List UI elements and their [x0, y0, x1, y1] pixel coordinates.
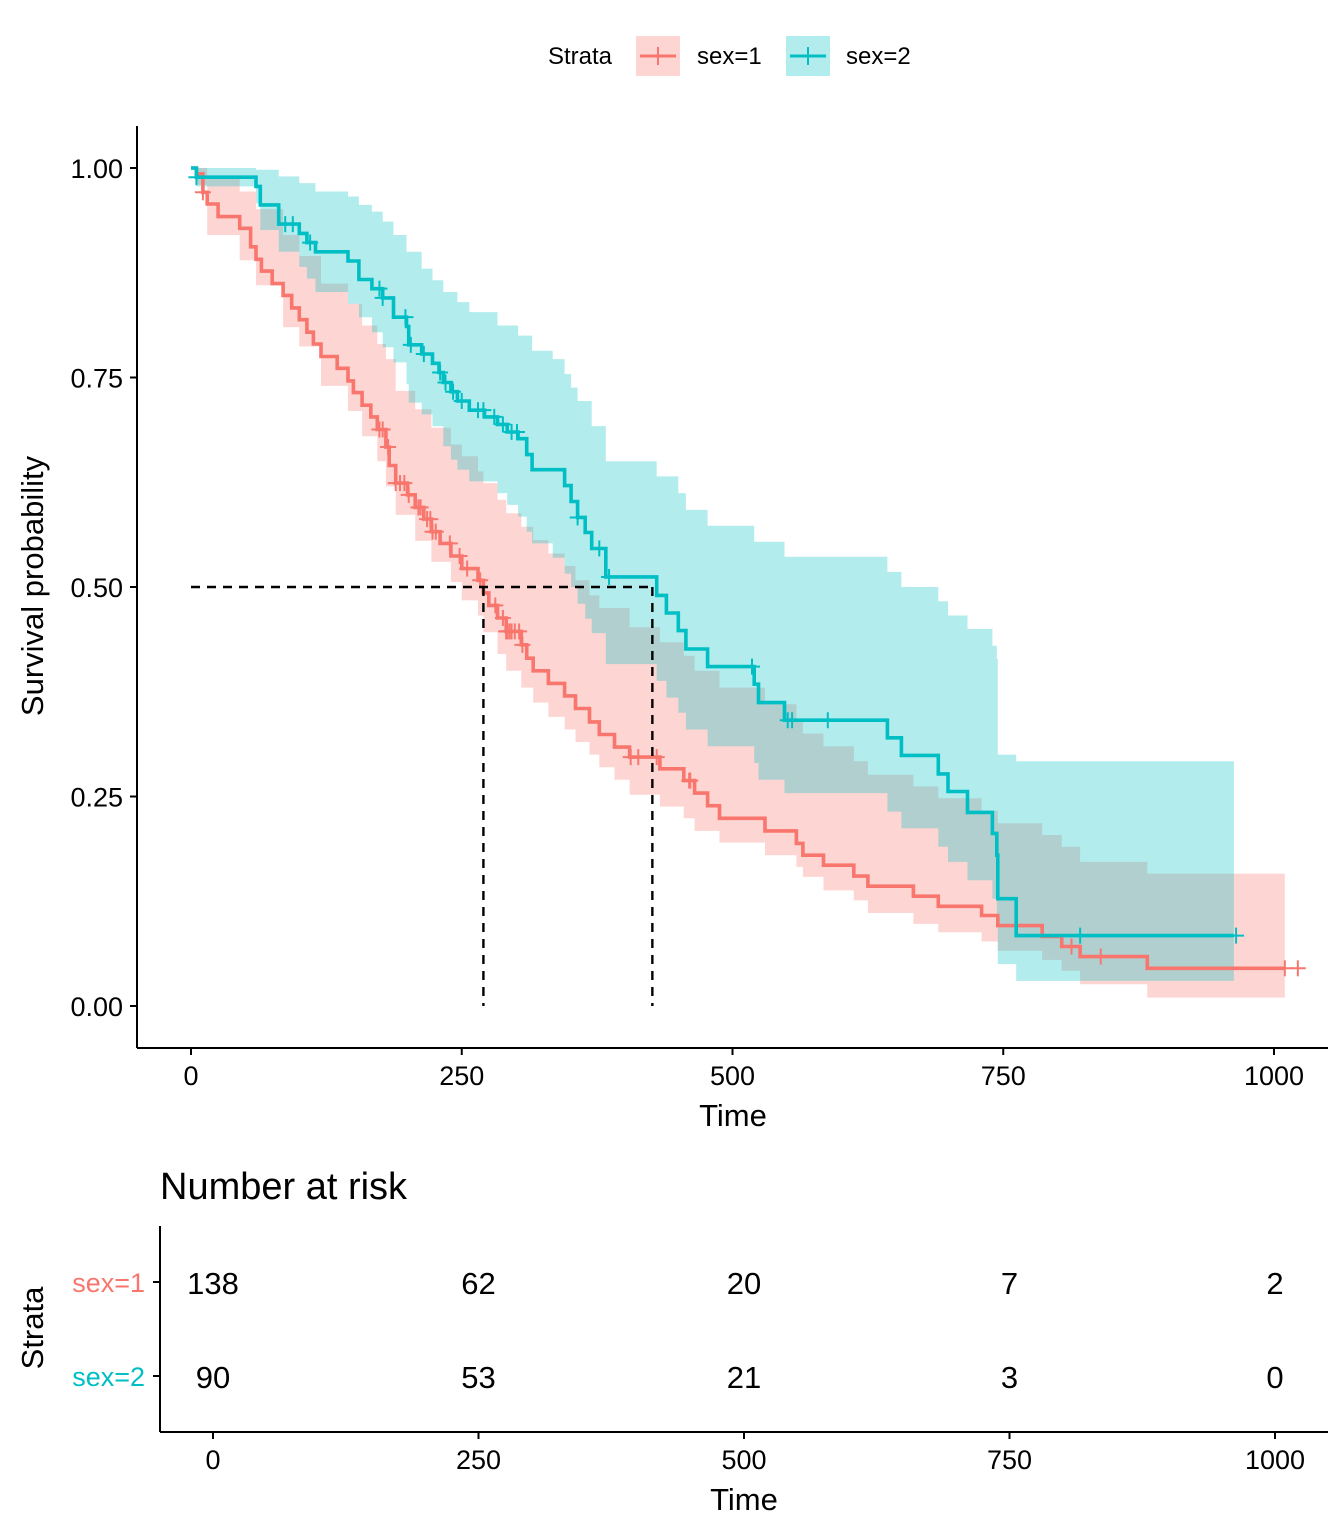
- risk-cell: 138: [187, 1266, 239, 1301]
- risk-table-title: Number at risk: [160, 1166, 408, 1208]
- y-tick-label: 0.25: [70, 783, 123, 813]
- x-tick-label: 1000: [1244, 1061, 1304, 1091]
- censor-mark-sex2: [415, 346, 432, 363]
- censor-mark-sex2: [397, 309, 414, 326]
- risk-cell: 90: [196, 1360, 230, 1395]
- confidence-bands: [191, 168, 1285, 998]
- censor-mark-sex2: [486, 408, 503, 425]
- risk-y-axis-title: Strata: [15, 1286, 50, 1369]
- censor-mark-sex2: [475, 402, 492, 419]
- censor-mark-sex2: [784, 712, 801, 729]
- survival-curve-sex2: [191, 166, 1234, 938]
- risk-rows: sex=1 138 62 20 7 2 sex=2 90 53 21 3 0: [72, 1266, 1283, 1395]
- censor-mark-sex1: [514, 636, 531, 653]
- x-ticks: 0 250 500 750 1000: [183, 1048, 1304, 1091]
- legend-label-sex2: sex=2: [846, 43, 911, 70]
- risk-cell: 3: [1001, 1360, 1018, 1395]
- risk-cell: 21: [727, 1360, 761, 1395]
- y-tick-label: 0.50: [70, 573, 123, 603]
- risk-x-tick-label: 500: [721, 1445, 766, 1475]
- legend-label-sex1: sex=1: [697, 43, 762, 70]
- risk-x-tick-label: 250: [456, 1445, 501, 1475]
- ci-band-sex1: [191, 168, 1285, 998]
- censor-mark-sex1: [400, 486, 417, 503]
- y-ticks: 0.00 0.25 0.50 0.75 1.00: [70, 154, 137, 1022]
- risk-cell: 0: [1266, 1360, 1283, 1395]
- risk-x-axis-title: Time: [710, 1482, 778, 1517]
- censor-mark-sex1: [451, 547, 468, 564]
- risk-x-ticks: 0 250 500 750 1000: [205, 1432, 1305, 1475]
- risk-cell: 2: [1266, 1266, 1283, 1301]
- censor-mark-sex2: [302, 234, 319, 251]
- risk-cell: 53: [461, 1360, 495, 1395]
- censor-mark-sex2: [1072, 927, 1089, 944]
- censor-mark-sex2: [601, 568, 618, 585]
- censor-mark-sex1: [648, 749, 665, 766]
- censor-mark-sex1: [412, 499, 429, 516]
- x-axis-title: Time: [699, 1098, 767, 1133]
- censor-mark-sex1: [682, 772, 699, 789]
- censor-mark-sex1: [374, 421, 391, 438]
- risk-cell: 20: [727, 1266, 761, 1301]
- y-tick-label: 1.00: [70, 154, 123, 184]
- survival-plot: 0.00 0.25 0.50 0.75 1.00 0 250 500 750 1000 Time…: [15, 126, 1328, 1133]
- legend: Strata sex=1 sex=2: [548, 36, 911, 76]
- censor-mark-sex1: [459, 560, 476, 577]
- censor-marks: [188, 169, 1306, 977]
- ci-band-sex2: [191, 168, 1234, 981]
- censor-mark-sex1: [494, 610, 511, 627]
- censor-mark-sex2: [508, 423, 525, 440]
- risk-cell: 7: [1001, 1266, 1018, 1301]
- censor-mark-sex1: [396, 475, 413, 492]
- censor-mark-sex1: [511, 623, 528, 640]
- censor-mark-sex2: [374, 289, 391, 306]
- censor-mark-sex2: [494, 416, 511, 433]
- censor-mark-sex2: [453, 392, 470, 409]
- censor-mark-sex2: [591, 540, 608, 557]
- censor-mark-sex2: [371, 280, 388, 297]
- censor-mark-sex2: [1228, 927, 1245, 944]
- censor-mark-sex2: [445, 383, 462, 400]
- censor-mark-sex1: [630, 749, 647, 766]
- censor-mark-sex1: [441, 535, 458, 552]
- censor-mark-sex1: [472, 572, 489, 589]
- legend-title: Strata: [548, 43, 613, 70]
- y-tick-label: 0.75: [70, 364, 123, 394]
- censor-mark-sex2: [284, 216, 301, 233]
- censor-mark-sex1: [194, 184, 211, 201]
- risk-table: Number at risk sex=1 138 62 20 7 2 sex=2 90 53 21…: [15, 1166, 1328, 1517]
- censor-mark-sex1: [487, 597, 504, 614]
- censor-mark-sex2: [569, 509, 586, 526]
- censor-mark-sex2: [188, 169, 205, 186]
- y-tick-label: 0.00: [70, 992, 123, 1022]
- risk-cell: 62: [461, 1266, 495, 1301]
- censor-mark-sex2: [819, 712, 836, 729]
- censor-mark-sex2: [432, 364, 449, 381]
- censor-mark-sex1: [1063, 938, 1080, 955]
- risk-x-tick-label: 1000: [1245, 1445, 1305, 1475]
- censor-mark-sex1: [380, 439, 397, 456]
- risk-x-tick-label: 750: [987, 1445, 1032, 1475]
- x-tick-label: 500: [710, 1061, 755, 1091]
- x-tick-label: 0: [183, 1061, 198, 1091]
- censor-mark-sex2: [437, 374, 454, 391]
- censor-mark-sex2: [743, 658, 760, 675]
- median-lines: [191, 585, 654, 1006]
- censor-mark-sex1: [422, 511, 439, 528]
- x-tick-label: 750: [981, 1061, 1026, 1091]
- censor-mark-sex1: [1289, 960, 1306, 977]
- censor-mark-sex1: [427, 523, 444, 540]
- censor-mark-sex1: [1092, 948, 1109, 965]
- censor-mark-sex2: [402, 336, 419, 353]
- risk-x-tick-label: 0: [205, 1445, 220, 1475]
- risk-row-label: sex=1: [72, 1268, 145, 1298]
- y-axis-title: Survival probability: [15, 455, 50, 716]
- x-tick-label: 250: [439, 1061, 484, 1091]
- risk-row-label: sex=2: [72, 1362, 145, 1392]
